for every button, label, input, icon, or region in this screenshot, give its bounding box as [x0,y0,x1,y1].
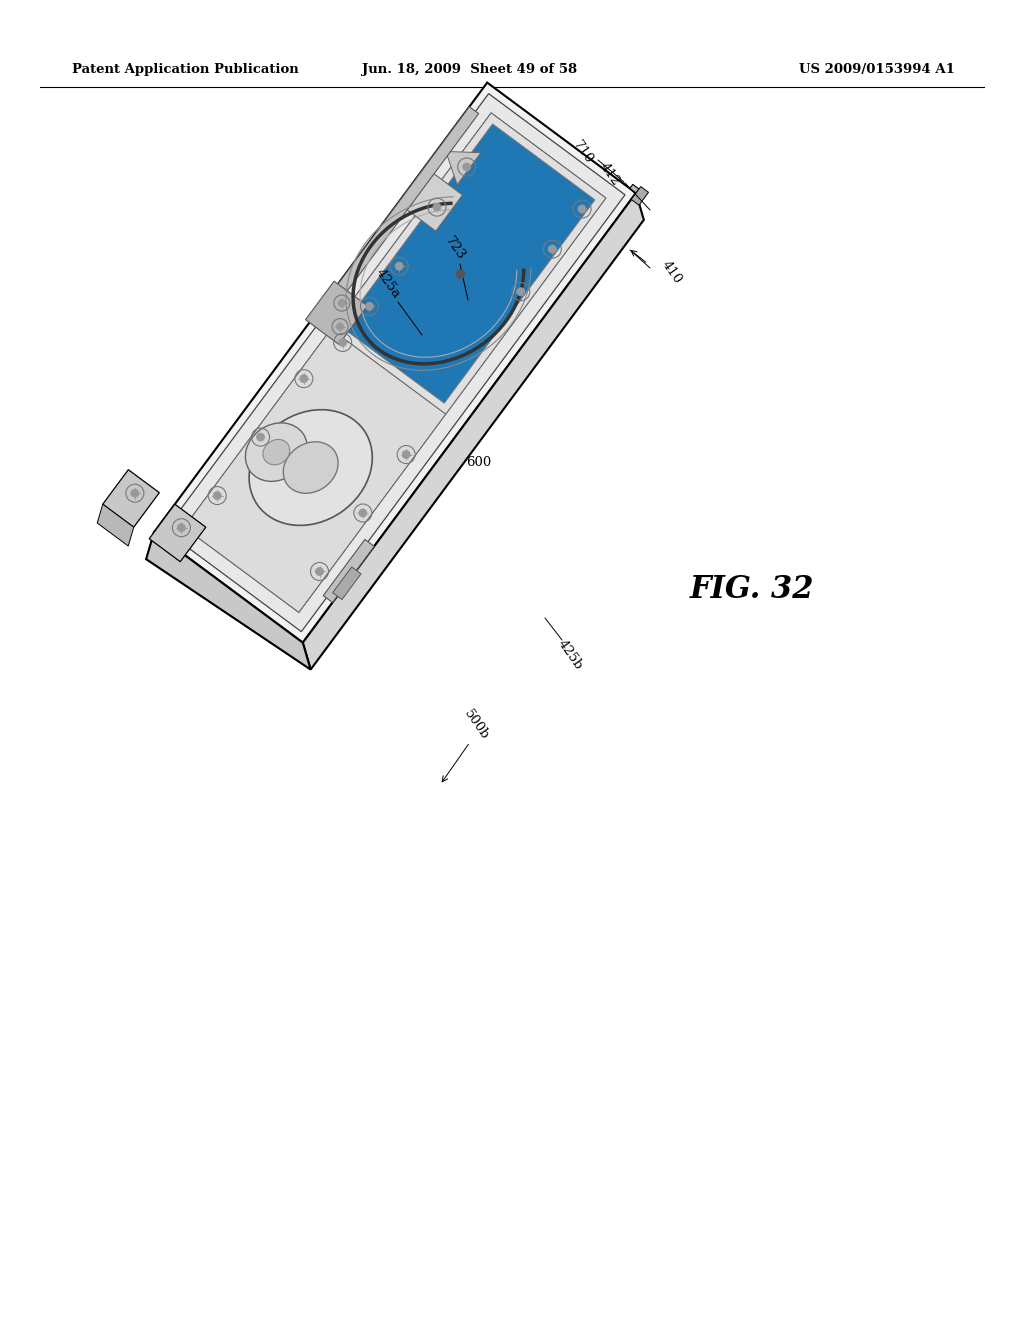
Circle shape [457,271,465,279]
Circle shape [339,338,347,347]
Polygon shape [97,504,134,546]
Polygon shape [146,532,310,669]
Text: 600: 600 [466,455,492,469]
Polygon shape [331,114,606,414]
Circle shape [548,246,556,253]
Circle shape [337,323,344,330]
Text: 710: 710 [570,137,596,166]
Ellipse shape [246,422,307,482]
Text: US 2009/0153994 A1: US 2009/0153994 A1 [799,63,955,77]
Polygon shape [631,186,648,205]
Circle shape [395,263,403,271]
Circle shape [366,302,374,310]
Text: Jun. 18, 2009  Sheet 49 of 58: Jun. 18, 2009 Sheet 49 of 58 [362,63,578,77]
Polygon shape [146,532,310,669]
Circle shape [402,450,411,458]
Circle shape [131,490,139,498]
Circle shape [358,510,367,517]
Circle shape [177,524,185,532]
Text: 425a: 425a [373,267,402,301]
Circle shape [579,205,586,213]
Ellipse shape [263,440,290,465]
Polygon shape [184,329,445,612]
Text: FIG. 32: FIG. 32 [690,574,814,606]
Polygon shape [165,94,625,632]
Polygon shape [333,568,361,599]
Circle shape [300,375,308,383]
Polygon shape [154,83,636,643]
Polygon shape [321,107,478,314]
Circle shape [463,162,471,172]
Text: 412: 412 [597,160,623,187]
Polygon shape [630,185,639,193]
Text: 723: 723 [442,234,468,263]
Text: 410: 410 [659,257,684,286]
Text: Patent Application Publication: Patent Application Publication [72,63,299,77]
Polygon shape [404,172,463,231]
Circle shape [517,288,525,296]
Polygon shape [102,470,160,527]
Text: 500b: 500b [461,708,490,742]
Circle shape [338,300,345,306]
Circle shape [256,433,264,441]
Polygon shape [342,124,595,403]
Polygon shape [324,540,374,602]
Text: 425b: 425b [555,638,585,672]
Ellipse shape [284,442,338,494]
Polygon shape [445,152,481,185]
Polygon shape [150,504,206,562]
Polygon shape [184,114,606,612]
Polygon shape [305,281,368,345]
Circle shape [315,568,324,576]
Polygon shape [303,193,644,669]
Circle shape [213,491,221,499]
Ellipse shape [249,409,373,525]
Circle shape [433,203,441,211]
